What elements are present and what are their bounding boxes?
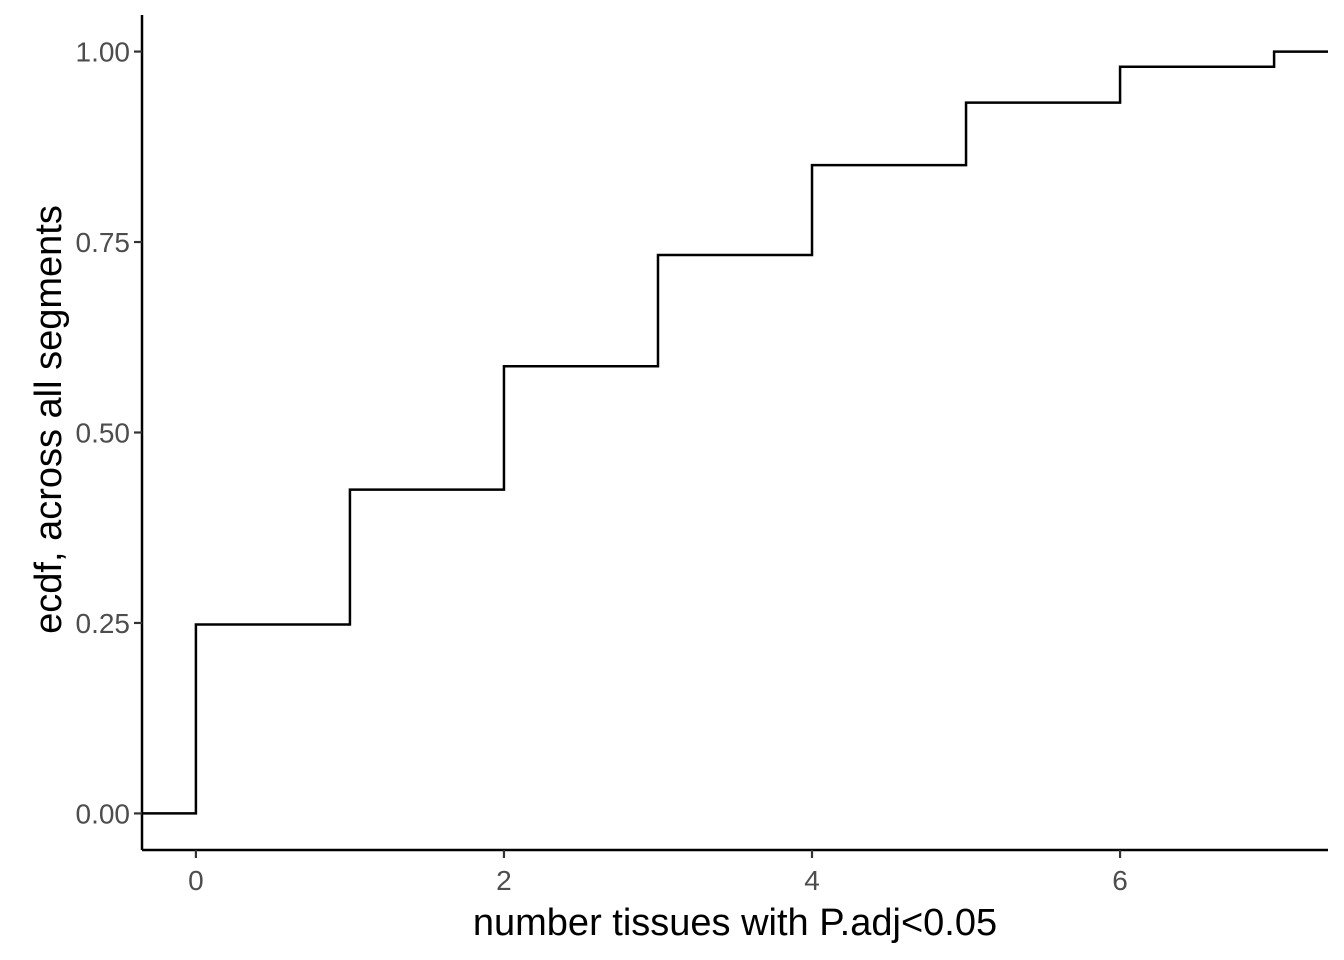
x-axis-ticks: 0 2 4 6 xyxy=(188,850,1128,896)
x-tick-label: 4 xyxy=(804,865,820,896)
y-tick-label: 0.75 xyxy=(76,227,131,258)
ecdf-step-line xyxy=(142,50,1328,815)
x-tick-label: 0 xyxy=(188,865,204,896)
plot-area xyxy=(142,50,1328,815)
y-tick-label: 1.00 xyxy=(76,37,131,68)
x-axis-title: number tissues with P.adj<0.05 xyxy=(473,902,997,944)
axes xyxy=(140,15,1328,852)
y-tick-label: 0.00 xyxy=(76,798,131,829)
y-axis-title: ecdf, across all segments xyxy=(28,205,70,634)
y-tick-label: 0.50 xyxy=(76,418,131,449)
x-tick-label: 2 xyxy=(496,865,512,896)
y-axis-ticks: 0.00 0.25 0.50 0.75 1.00 xyxy=(76,37,142,829)
x-tick-label: 6 xyxy=(1112,865,1128,896)
y-tick-label: 0.25 xyxy=(76,608,131,639)
